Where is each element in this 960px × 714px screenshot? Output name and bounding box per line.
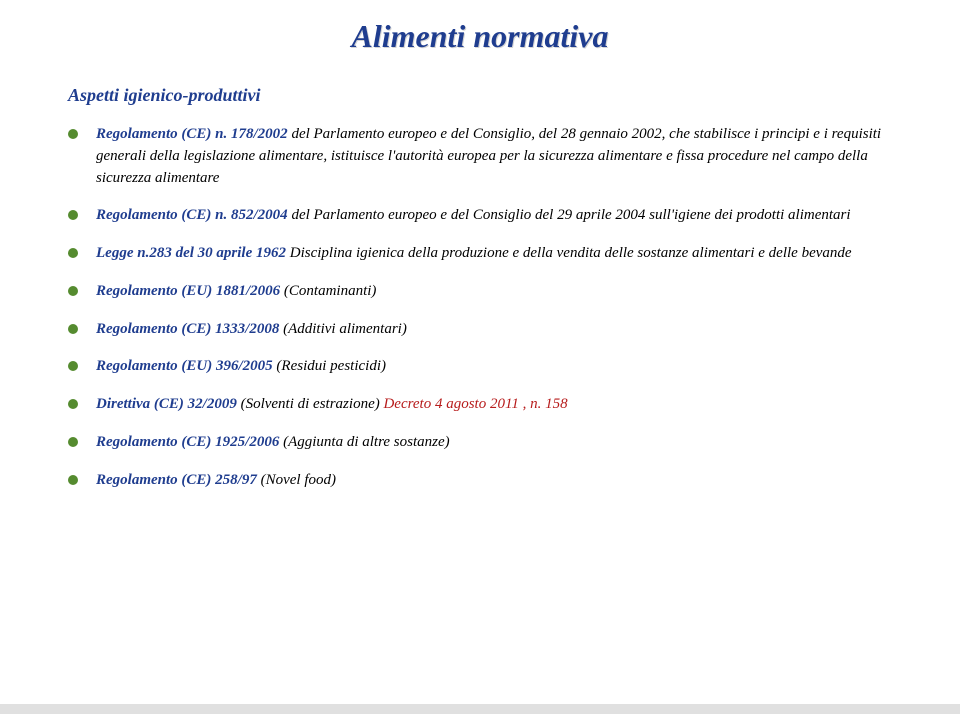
list-item: Direttiva (CE) 32/2009 (Solventi di estr… <box>68 394 900 416</box>
list-item: Regolamento (CE) 1925/2006 (Aggiunta di … <box>68 432 900 454</box>
item-body: del Parlamento europeo e del Consiglio d… <box>288 207 851 223</box>
item-lead: Regolamento (CE) 258/97 <box>96 472 257 488</box>
bullet-list: Regolamento (CE) n. 178/2002 del Parlame… <box>68 124 900 491</box>
item-lead: Direttiva (CE) 32/2009 <box>96 396 237 412</box>
list-item: Regolamento (CE) n. 852/2004 del Parlame… <box>68 205 900 227</box>
list-item: Regolamento (CE) 258/97 (Novel food) <box>68 470 900 492</box>
list-item: Regolamento (CE) 1333/2008 (Additivi ali… <box>68 319 900 341</box>
item-body: (Residui pesticidi) <box>273 358 386 374</box>
item-lead: Legge n.283 del 30 aprile 1962 <box>96 245 286 261</box>
bottom-bar <box>0 704 960 714</box>
item-body-part: (Solventi di estrazione) <box>237 396 384 412</box>
item-body: (Aggiunta di altre sostanze) <box>279 434 449 450</box>
list-item: Regolamento (EU) 1881/2006 (Contaminanti… <box>68 281 900 303</box>
list-item: Legge n.283 del 30 aprile 1962 Disciplin… <box>68 243 900 265</box>
item-body: (Additivi alimentari) <box>279 321 406 337</box>
item-lead: Regolamento (CE) 1333/2008 <box>96 321 279 337</box>
item-lead: Regolamento (EU) 396/2005 <box>96 358 273 374</box>
item-body: (Contaminanti) <box>280 283 376 299</box>
item-lead: Regolamento (CE) n. 852/2004 <box>96 207 288 223</box>
item-lead: Regolamento (EU) 1881/2006 <box>96 283 280 299</box>
item-lead: Regolamento (CE) n. 178/2002 <box>96 126 288 142</box>
item-body: Disciplina igienica della produzione e d… <box>286 245 852 261</box>
item-lead: Regolamento (CE) 1925/2006 <box>96 434 279 450</box>
page-title: Alimenti normativa <box>0 0 960 55</box>
subtitle: Aspetti igienico-produttivi <box>68 85 960 106</box>
list-item: Regolamento (CE) n. 178/2002 del Parlame… <box>68 124 900 189</box>
list-item: Regolamento (EU) 396/2005 (Residui pesti… <box>68 356 900 378</box>
item-body-part: Decreto 4 agosto 2011 , n. 158 <box>383 396 567 412</box>
item-body: (Novel food) <box>257 472 336 488</box>
